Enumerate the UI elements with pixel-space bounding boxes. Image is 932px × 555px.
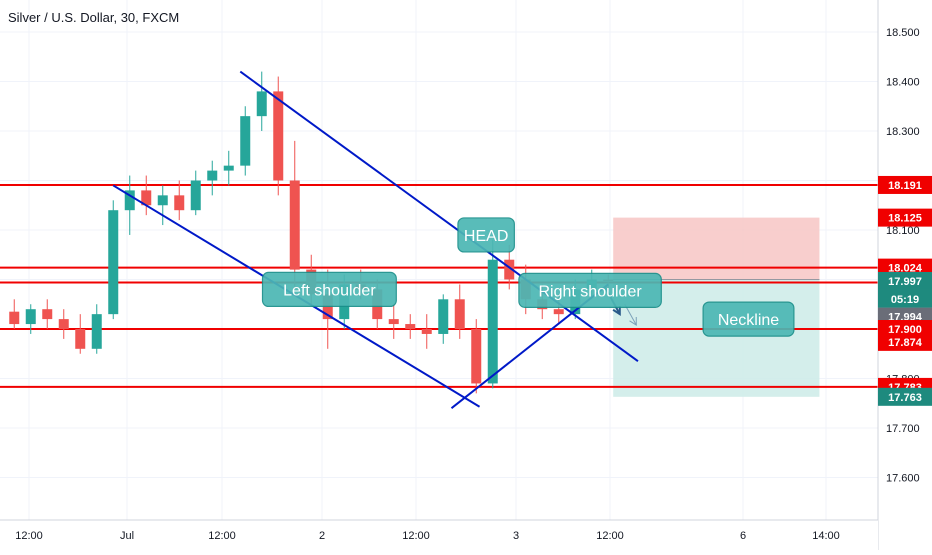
pattern-label-box bbox=[457, 217, 515, 253]
candle-body bbox=[256, 91, 267, 117]
candle-body bbox=[553, 309, 564, 315]
stop-loss-zone bbox=[613, 217, 820, 280]
price-badge-label: 17.763 bbox=[888, 392, 922, 404]
candle-body bbox=[504, 259, 515, 280]
price-badge bbox=[878, 208, 932, 227]
price-tick-label: 18.300 bbox=[886, 126, 920, 138]
pattern-label: HEAD bbox=[464, 228, 508, 245]
candle-body bbox=[487, 259, 498, 384]
price-tick-label: 17.700 bbox=[886, 423, 920, 435]
time-tick-label: 6 bbox=[740, 530, 746, 542]
trend-lines bbox=[112, 70, 639, 409]
time-tick-label: 14:00 bbox=[812, 530, 840, 542]
candle-body bbox=[190, 180, 201, 211]
price-badge-label: 05:19 bbox=[891, 294, 919, 306]
price-badge bbox=[878, 271, 932, 290]
time-tick-label: 12:00 bbox=[15, 530, 43, 542]
candle-body bbox=[454, 299, 465, 329]
price-badge bbox=[878, 332, 932, 351]
price-badge bbox=[878, 387, 932, 406]
candle-body bbox=[157, 195, 168, 206]
price-badge-label: 17.874 bbox=[888, 337, 923, 349]
pattern-label: Left shoulder bbox=[283, 282, 376, 299]
candles bbox=[9, 71, 614, 394]
price-tick-label: 17.600 bbox=[886, 473, 920, 485]
candle-body bbox=[273, 91, 284, 181]
candle-body bbox=[421, 329, 432, 334]
price-badge-label: 18.125 bbox=[888, 213, 922, 225]
price-badge bbox=[878, 175, 932, 194]
time-tick-label: Jul bbox=[120, 530, 134, 542]
candle-body bbox=[9, 311, 20, 325]
time-tick-label: 12:00 bbox=[402, 530, 430, 542]
candle-body bbox=[388, 319, 399, 325]
price-tick-label: 18.500 bbox=[886, 27, 920, 39]
price-tick-label: 18.400 bbox=[886, 77, 920, 89]
pattern-label-box bbox=[702, 301, 795, 337]
position-zones bbox=[613, 217, 820, 397]
candle-body bbox=[25, 309, 36, 325]
pattern-label: Neckline bbox=[718, 312, 779, 329]
candle-body bbox=[438, 299, 449, 334]
candle-body bbox=[75, 329, 86, 349]
candle-body bbox=[223, 165, 234, 171]
pattern-label: Right shoulder bbox=[539, 283, 643, 300]
candle-body bbox=[289, 180, 300, 270]
time-tick-label: 2 bbox=[319, 530, 325, 542]
price-badge bbox=[878, 289, 932, 308]
pattern-labels: Left shoulder HEAD Right shoulder Neckline bbox=[261, 217, 795, 337]
price-badge-label: 18.191 bbox=[888, 180, 922, 192]
time-axis bbox=[0, 520, 878, 550]
pattern-label-box bbox=[261, 271, 397, 307]
time-tick-label: 12:00 bbox=[208, 530, 236, 542]
candle-body bbox=[42, 309, 53, 320]
candle-body bbox=[91, 314, 102, 349]
candle-body bbox=[124, 190, 135, 211]
price-badge-label: 17.997 bbox=[888, 276, 922, 288]
projection-arrow-head bbox=[612, 306, 621, 316]
candle-body bbox=[108, 210, 119, 315]
time-tick-label: 12:00 bbox=[596, 530, 624, 542]
candle-body bbox=[405, 324, 416, 329]
candle-body bbox=[471, 329, 482, 384]
symbol-title: Silver / U.S. Dollar, 30, FXCM bbox=[8, 10, 180, 25]
candle-body bbox=[207, 170, 218, 181]
candle-body bbox=[174, 195, 185, 211]
candle-body bbox=[58, 319, 69, 329]
pattern-label-box bbox=[518, 272, 662, 308]
candle-body bbox=[240, 116, 251, 166]
candle-body bbox=[141, 190, 152, 206]
projection-arrow-head bbox=[629, 317, 637, 326]
time-tick-label: 3 bbox=[513, 530, 519, 542]
price-tick-label: 18.100 bbox=[886, 225, 920, 237]
price-badge-label: 18.024 bbox=[888, 263, 923, 275]
